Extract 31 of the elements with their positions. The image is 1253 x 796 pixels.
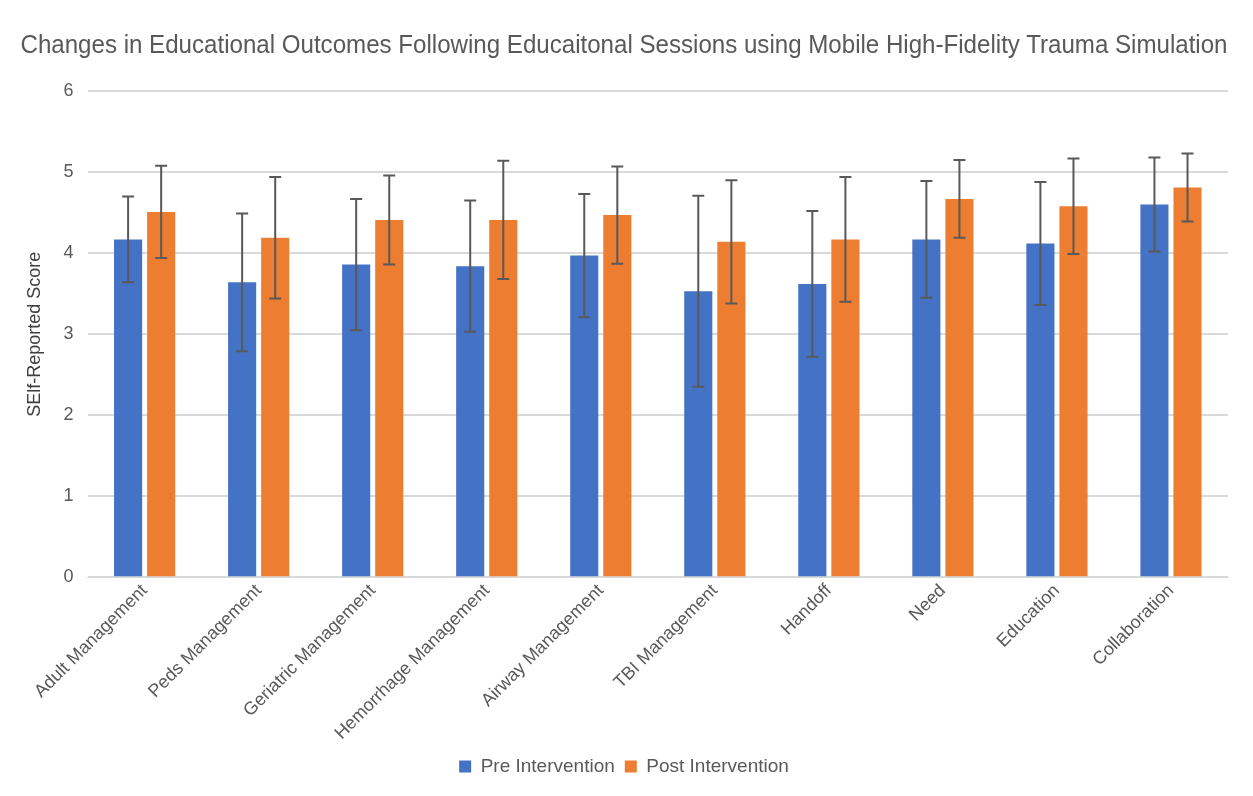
bar (1059, 206, 1088, 577)
bar (717, 241, 746, 577)
bar (570, 255, 599, 577)
bar (831, 239, 860, 577)
bar (147, 211, 176, 577)
y-tick-label: 5 (63, 161, 74, 182)
bar (1140, 204, 1169, 577)
bar (114, 239, 143, 577)
y-tick-label: 3 (63, 323, 74, 344)
bar (342, 264, 371, 577)
bar (456, 266, 485, 577)
legend-label: Pre Intervention (480, 754, 615, 776)
bar (375, 219, 404, 577)
y-tick-label: 4 (63, 242, 74, 263)
y-tick-label: 0 (63, 566, 74, 587)
y-tick-label: 1 (63, 485, 74, 506)
bar (1026, 243, 1055, 577)
bar (945, 198, 974, 577)
legend-label: Post Intervention (646, 754, 789, 776)
y-tick-label: 6 (63, 80, 74, 101)
y-tick-label: 2 (63, 404, 74, 425)
bar (261, 237, 290, 577)
bar (489, 219, 518, 577)
bar (228, 282, 257, 577)
chart-title: Changes in Educational Outcomes Following Educaitonal Sessions using Mobile High-Fidelity Trauma Simulation (20, 28, 1228, 58)
bar (798, 283, 827, 577)
y-axis-title: SElf-Reported Score (23, 251, 44, 417)
bar (603, 215, 632, 577)
bar (912, 239, 941, 577)
bar (1173, 187, 1202, 577)
bar (684, 291, 713, 577)
